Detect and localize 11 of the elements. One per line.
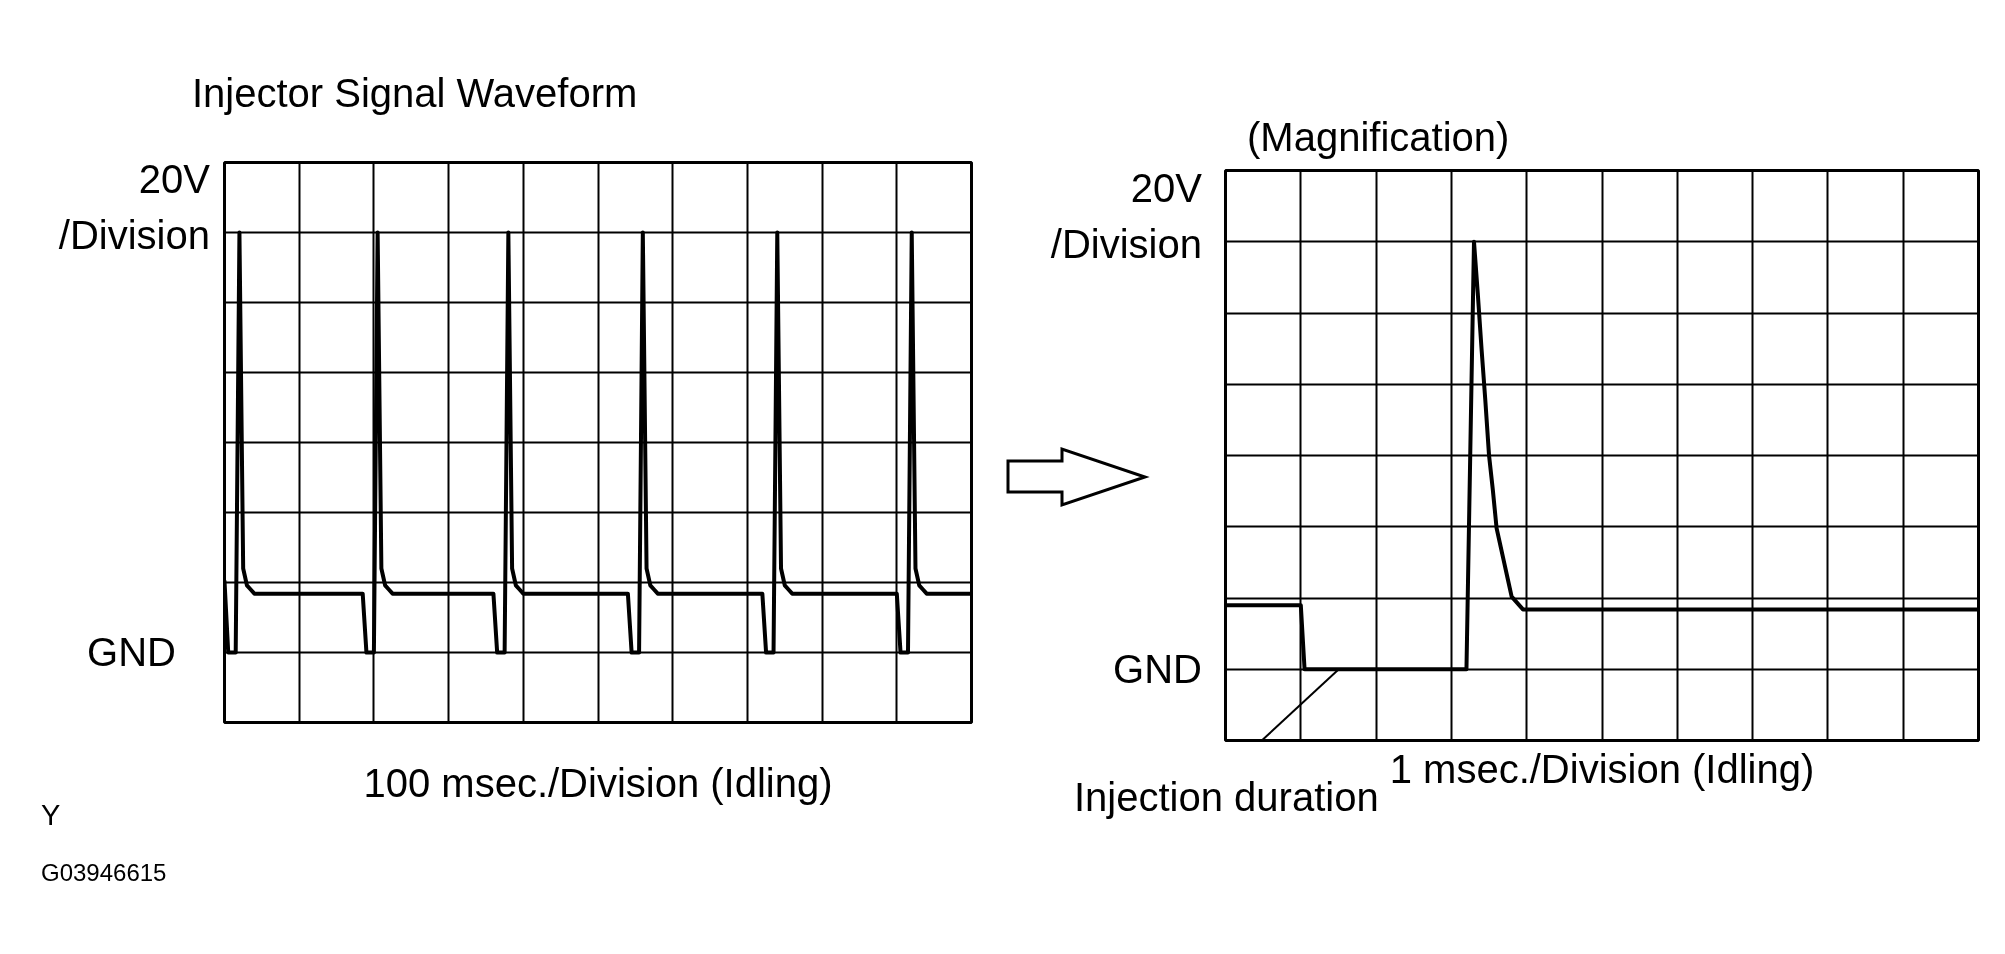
x-axis-title: 1 msec./Division (Idling) xyxy=(1389,746,1815,791)
text: GND xyxy=(87,629,176,676)
text: Injection duration xyxy=(1074,775,1379,819)
chart-title: (Magnification) xyxy=(1247,114,1510,160)
x-axis-title: 100 msec./Division (Idling) xyxy=(363,760,833,805)
chart-title: Injector Signal Waveform xyxy=(192,70,638,116)
text: GND xyxy=(1113,646,1202,693)
text: G03946615 xyxy=(41,858,167,888)
y-axis-title: 20V /Division xyxy=(1050,165,1202,268)
text: Y xyxy=(41,798,61,833)
y-axis-title: 20V /Division xyxy=(58,156,210,259)
